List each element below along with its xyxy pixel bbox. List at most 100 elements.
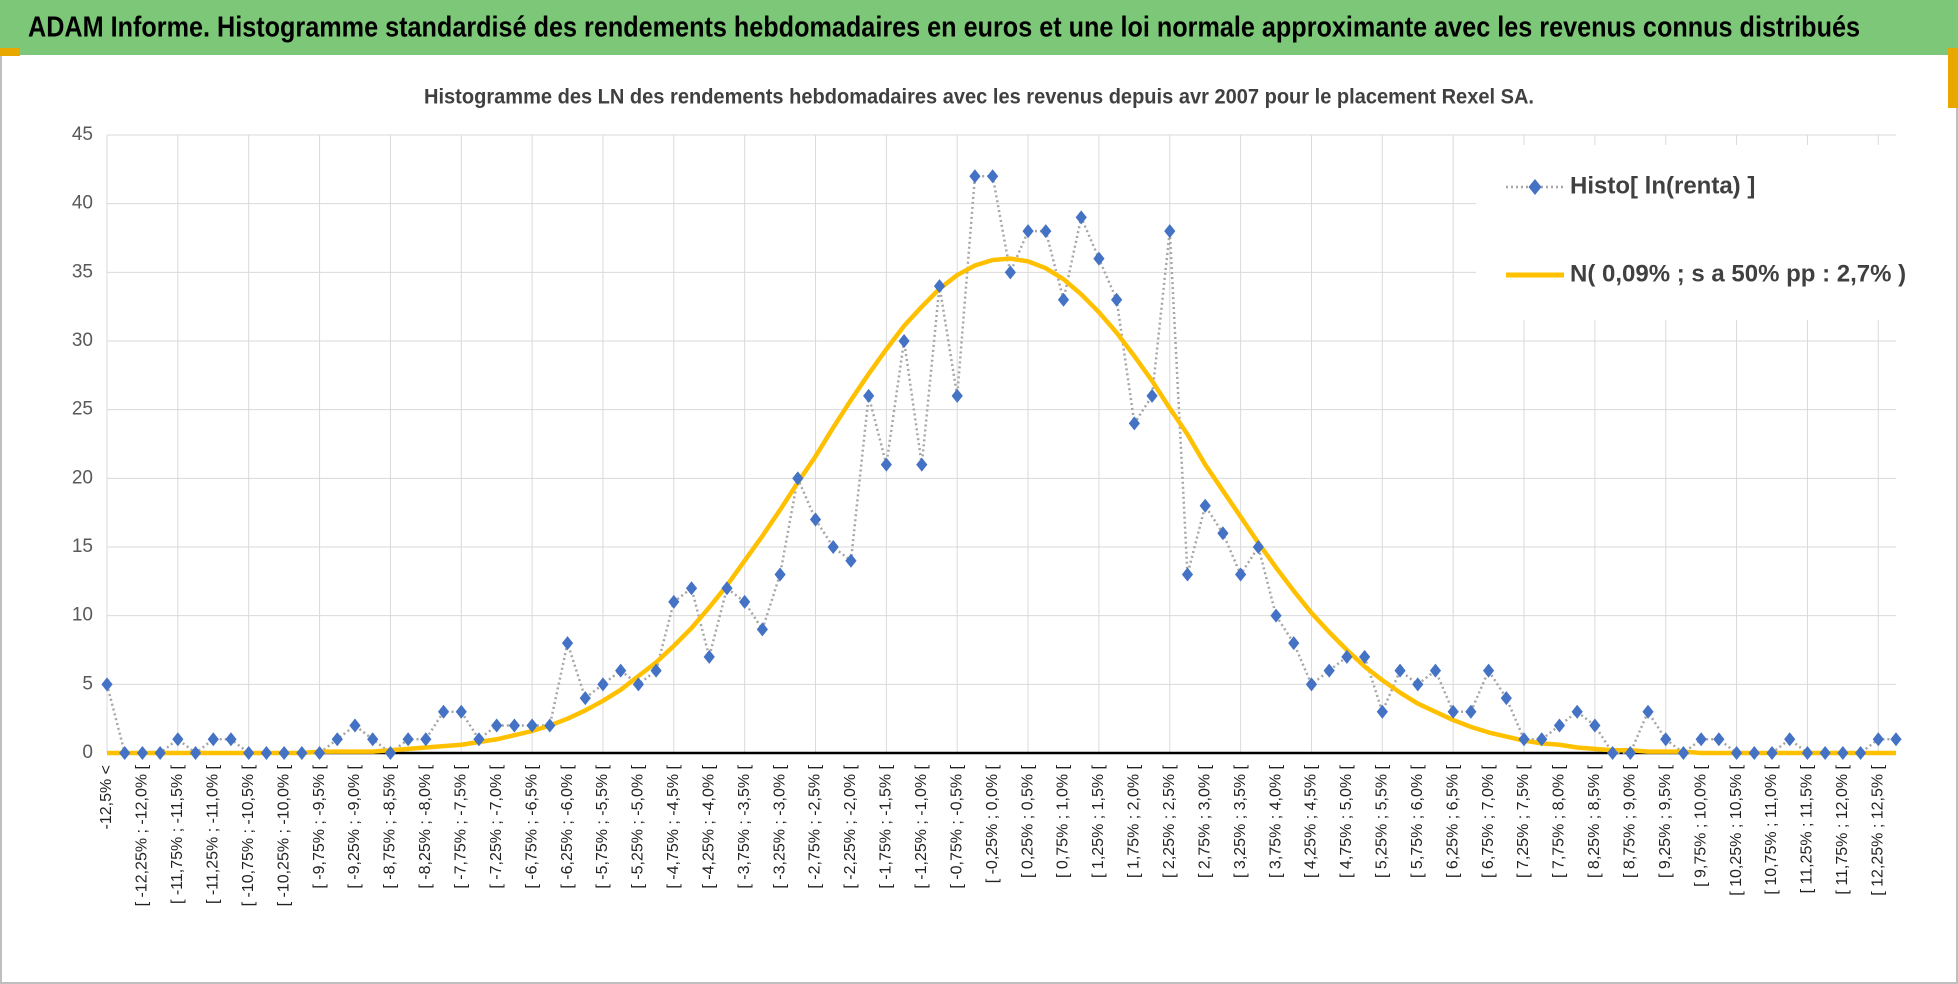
- point: [384, 746, 397, 760]
- x-tick-label: [ 11,25% ; 11,5% [: [1799, 764, 1816, 893]
- x-tick-label: [ 6,25% ; 6,5% [: [1444, 764, 1461, 878]
- x-tick-label: [ 10,75% ; 11,0% [: [1763, 764, 1780, 894]
- point: [792, 471, 804, 486]
- x-tick-label: [ 0,25% ; 0,5% [: [1019, 764, 1036, 878]
- point: [1323, 663, 1335, 678]
- point: [898, 334, 910, 348]
- point: [969, 169, 981, 184]
- point: [1695, 732, 1707, 747]
- x-tick-label: [ 8,25% ; 8,5% [: [1586, 764, 1603, 878]
- point: [119, 746, 131, 760]
- legend-label: Histo[ ln(renta) ]: [1570, 172, 1755, 199]
- point: [809, 512, 822, 527]
- point: [561, 636, 574, 651]
- y-tick-label: 35: [72, 261, 93, 282]
- point: [1660, 732, 1672, 747]
- point: [1730, 746, 1743, 760]
- legend-label: N( 0,09% ; s a 50% pp : 2,7% ): [1570, 260, 1906, 287]
- point: [225, 732, 237, 747]
- x-tick-label: -12,5% <: [98, 765, 115, 829]
- x-tick-label: [ -4,25% ; -4,0% [: [700, 764, 717, 888]
- point: [367, 732, 379, 747]
- x-tick-label: [ 3,75% ; 4,0% [: [1267, 764, 1284, 878]
- y-tick-label: 40: [72, 193, 93, 214]
- point: [845, 553, 857, 568]
- point: [703, 649, 715, 664]
- y-tick-label: 30: [72, 330, 93, 351]
- x-tick-label: [ -12,25% ; -12,0% [: [134, 764, 151, 906]
- point: [207, 732, 219, 747]
- x-tick-label: [ -11,75% ; -11,5% [: [169, 764, 186, 904]
- point: [597, 677, 609, 692]
- point: [1252, 540, 1264, 554]
- point: [1412, 677, 1424, 692]
- point: [349, 718, 361, 733]
- point: [827, 540, 839, 554]
- x-tick-label: [ -5,25% ; -5,0% [: [630, 764, 647, 888]
- point: [1057, 292, 1070, 307]
- header-bar: [0, 0, 1958, 55]
- x-tick-label: [ -1,25% ; -1,0% [: [913, 764, 930, 888]
- x-tick-label: [ -2,75% ; -2,5% [: [807, 764, 824, 888]
- y-tick-label: 25: [72, 399, 93, 420]
- x-tick-label: [ 1,75% ; 2,0% [: [1126, 764, 1143, 878]
- x-tick-label: [ 11,75% ; 12,0% [: [1834, 764, 1851, 894]
- point: [1376, 704, 1388, 719]
- x-tick-label: [ -10,25% ; -10,0% [: [275, 764, 292, 906]
- point: [1801, 746, 1814, 760]
- x-tick-label: [ 2,75% ; 3,0% [: [1196, 764, 1213, 878]
- point: [189, 746, 202, 760]
- point: [1429, 663, 1442, 678]
- point: [1606, 746, 1619, 760]
- x-tick-label: [ -10,75% ; -10,5% [: [240, 764, 257, 906]
- x-tick-label: [ 7,25% ; 7,5% [: [1515, 764, 1532, 878]
- point: [1536, 732, 1548, 747]
- x-tick-label: [ -7,75% ; -7,5% [: [452, 764, 469, 888]
- accent: [0, 48, 20, 56]
- point: [1571, 704, 1583, 719]
- point: [739, 594, 751, 609]
- x-tick-label: [ -6,75% ; -6,5% [: [523, 764, 540, 888]
- y-tick-label: 10: [72, 605, 93, 626]
- x-tick-label: [ -11,25% ; -11,0% [: [204, 764, 221, 904]
- point: [1199, 498, 1211, 513]
- point: [473, 732, 485, 747]
- point: [402, 732, 414, 747]
- point: [1040, 224, 1052, 239]
- point: [455, 704, 467, 719]
- point: [1624, 746, 1636, 760]
- x-tick-label: [ 7,75% ; 8,0% [: [1551, 764, 1568, 878]
- point: [101, 677, 113, 692]
- point: [916, 457, 928, 472]
- x-tick-label: [ -5,75% ; -5,5% [: [594, 764, 611, 888]
- point: [685, 581, 698, 596]
- point: [526, 718, 538, 733]
- x-tick-label: [ -6,25% ; -6,0% [: [559, 764, 576, 888]
- point: [1075, 210, 1087, 225]
- point: [721, 581, 733, 596]
- point: [1483, 663, 1495, 678]
- chart-title: Histogramme des LN des rendements hebdom…: [424, 86, 1534, 109]
- point: [1359, 649, 1371, 664]
- x-tick-label: [ -0,25% ; 0,0% [: [984, 764, 1001, 883]
- point: [544, 718, 556, 733]
- point: [1111, 292, 1123, 307]
- point: [615, 663, 627, 678]
- x-tick-label: [ 5,25% ; 5,5% [: [1374, 764, 1391, 878]
- point: [933, 279, 946, 294]
- point: [1854, 746, 1867, 760]
- point: [1270, 608, 1282, 623]
- point: [420, 732, 432, 747]
- x-tick-label: [ -7,25% ; -7,0% [: [488, 764, 505, 888]
- point: [1146, 388, 1158, 403]
- point: [987, 169, 999, 184]
- point: [1465, 704, 1477, 719]
- y-tick-label: 20: [72, 467, 93, 488]
- legend-box: [1476, 145, 1896, 320]
- point: [1518, 732, 1530, 747]
- x-tick-label: [ -0,75% ; -0,5% [: [948, 764, 965, 888]
- point: [756, 622, 768, 637]
- point: [1181, 567, 1194, 582]
